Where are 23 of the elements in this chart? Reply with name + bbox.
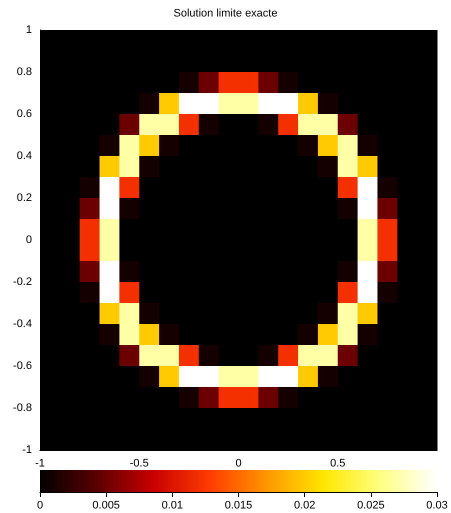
color-bar-label: 0.015 [224, 500, 252, 512]
chart-title: Solution limite exacte [174, 8, 278, 20]
y-tick-label: -0.8 [13, 402, 32, 414]
color-bar-label: 0.005 [92, 500, 120, 512]
color-bar-label: 0.01 [162, 500, 184, 512]
y-tick-label: -1 [22, 444, 32, 456]
y-tick-label: 0 [26, 234, 32, 246]
x-tick-label: -0.5 [130, 458, 149, 470]
y-tick-label: 0.2 [16, 192, 32, 204]
y-tick-label: 0.6 [16, 108, 32, 120]
y-tick-label: -0.6 [13, 360, 32, 372]
color-bar-label: 0.02 [294, 500, 316, 512]
y-tick-label: 0.8 [16, 66, 32, 78]
x-tick-label: -1 [35, 458, 45, 470]
y-tick-label: -0.2 [13, 276, 32, 288]
y-tick-label: 1 [26, 24, 32, 36]
x-tick-label: 0 [235, 458, 242, 470]
x-tick-label: 0.5 [330, 458, 346, 470]
y-tick-label: 0.4 [16, 150, 32, 162]
color-bar-label: 0.025 [357, 500, 385, 512]
color-bar-label: 0 [36, 500, 44, 512]
y-tick-label: -0.4 [13, 318, 32, 330]
color-bar-label: 0.03 [426, 500, 448, 512]
